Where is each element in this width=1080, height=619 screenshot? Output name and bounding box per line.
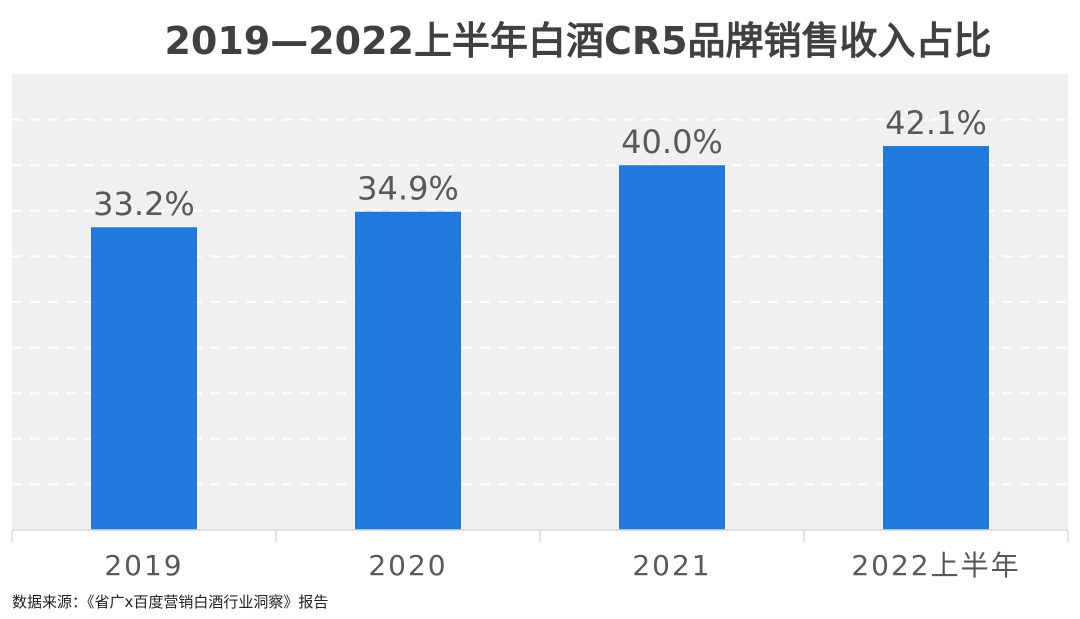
x-tick-label-2019: 2019: [104, 549, 183, 582]
data-label-2019: 33.2%: [93, 185, 195, 223]
data-label-2022上半年: 42.1%: [885, 104, 987, 142]
bar-2019: [91, 227, 197, 530]
bar-2022上半年: [883, 146, 989, 530]
x-axis-ticks: [11, 530, 1069, 542]
x-tick-label-2020: 2020: [368, 549, 447, 582]
bar-2020: [355, 211, 461, 530]
x-tick-labels: 2019 2020 2021 2022上半年: [104, 549, 1020, 582]
data-label-2021: 40.0%: [621, 123, 723, 161]
data-labels: 33.2% 34.9% 40.0% 42.1%: [93, 104, 987, 223]
source-note: 数据来源：《省广x百度营销白酒行业洞察》报告: [12, 593, 329, 611]
gridlines: [12, 118, 1068, 486]
x-tick-label-2021: 2021: [632, 549, 711, 582]
bars: [91, 146, 989, 530]
bar-2021: [619, 165, 725, 530]
chart-title: 2019—2022上半年白酒CR5品牌销售收入占比: [164, 19, 992, 63]
x-tick-label-2022上半年: 2022上半年: [851, 549, 1020, 582]
data-label-2020: 34.9%: [357, 170, 459, 208]
